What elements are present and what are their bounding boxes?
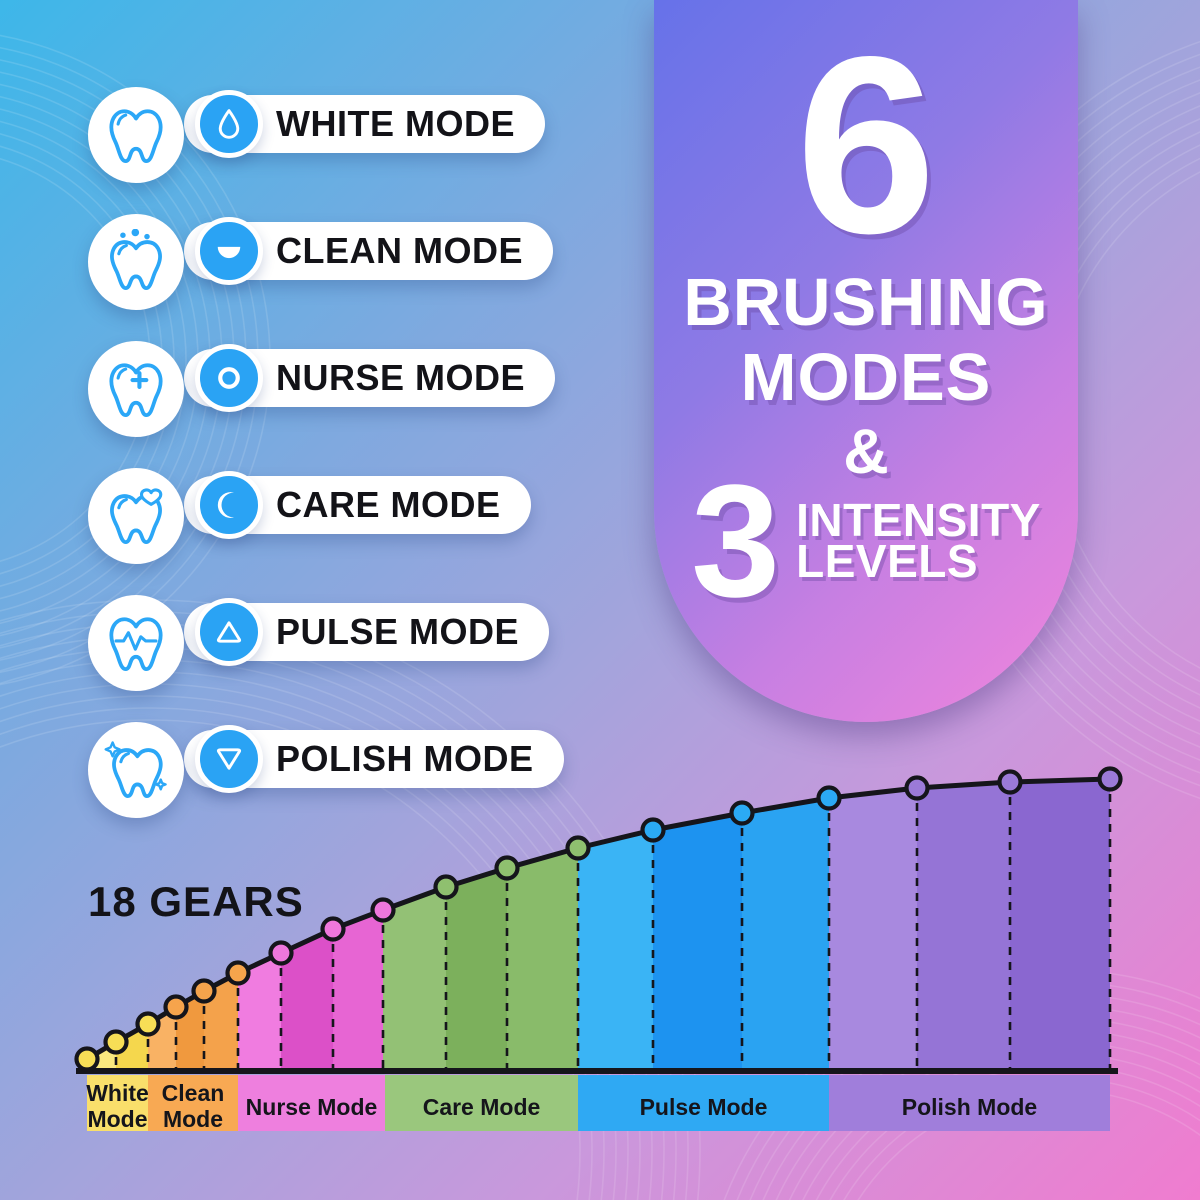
legend-band xyxy=(578,1075,829,1131)
mode-label-pulse: PULSE MODE xyxy=(276,611,520,652)
tooth-circle-pulse xyxy=(88,595,184,691)
tooth-pulse-icon xyxy=(109,617,163,672)
triangle-up-icon xyxy=(216,621,242,643)
half-disc-icon xyxy=(217,246,241,259)
mode-badge-polish xyxy=(195,725,263,793)
mode-label-care: CARE MODE xyxy=(276,484,501,525)
droplet-icon xyxy=(218,109,240,139)
tooth-sparkle-icon xyxy=(104,741,167,799)
tooth-heart-icon xyxy=(110,488,163,545)
legend-band xyxy=(238,1075,385,1131)
legend-band xyxy=(385,1075,578,1131)
mode-badge-pulse xyxy=(195,598,263,666)
legend-label: Nurse Mode xyxy=(246,1094,378,1120)
tooth-shine-icon xyxy=(109,109,163,164)
legend-label: Pulse Mode xyxy=(640,1094,768,1120)
ampersand-text: & xyxy=(843,417,889,487)
tooth-circle-white xyxy=(88,87,184,183)
mode-badge-nurse xyxy=(195,344,263,412)
mode-label-white: WHITE MODE xyxy=(276,103,515,144)
intensity-row: 3 INTENSITY LEVELS xyxy=(654,451,1078,630)
crescent-moon-icon xyxy=(217,492,234,518)
mode-label-nurse: NURSE MODE xyxy=(276,357,526,398)
legend-label: Care Mode xyxy=(423,1094,541,1120)
mode-label-polish: POLISH MODE xyxy=(276,738,534,779)
intensity-line: INTENSITY xyxy=(796,494,1041,546)
legend-band xyxy=(829,1075,1110,1131)
mode-badge-care xyxy=(195,471,263,539)
mode-row-white: WHITE MODE xyxy=(88,87,628,183)
legend-band xyxy=(87,1075,148,1131)
ring-icon xyxy=(218,367,240,389)
levels-line: LEVELS xyxy=(796,535,979,587)
mode-badge-white xyxy=(195,90,263,158)
mode-row-polish: POLISH MODE xyxy=(88,722,628,818)
tooth-circle-polish xyxy=(88,722,184,818)
gears-chart-title: 18 GEARS xyxy=(88,878,304,925)
tooth-circle-care xyxy=(88,468,184,564)
modes-text: MODES xyxy=(740,340,992,415)
mode-badge-clean xyxy=(195,217,263,285)
big-number-three: 3 xyxy=(691,451,781,630)
modes-panel: 6 BRUSHING MODES & 3 INTENSITY LEVELS xyxy=(654,0,1078,722)
tooth-bubbles-icon xyxy=(110,229,162,291)
legend-label: Polish Mode xyxy=(902,1094,1037,1120)
legend-label: White Mode xyxy=(86,1080,149,1132)
mode-row-nurse: NURSE MODE xyxy=(88,341,628,437)
brushing-text: BRUSHING xyxy=(683,265,1049,340)
legend-band xyxy=(148,1075,238,1131)
mode-label-clean: CLEAN MODE xyxy=(276,230,523,271)
intensity-levels-text: INTENSITY LEVELS xyxy=(796,494,1041,587)
mode-row-pulse: PULSE MODE xyxy=(88,595,628,691)
tooth-circle-nurse xyxy=(88,341,184,437)
mode-row-care: CARE MODE xyxy=(88,468,628,564)
tooth-circle-clean xyxy=(88,214,184,310)
big-number-six: 6 xyxy=(795,5,937,286)
tooth-plus-icon xyxy=(109,363,163,418)
legend-label: Clean Mode xyxy=(162,1080,225,1132)
mode-row-clean: CLEAN MODE xyxy=(88,214,628,310)
triangle-down-icon xyxy=(216,748,242,770)
